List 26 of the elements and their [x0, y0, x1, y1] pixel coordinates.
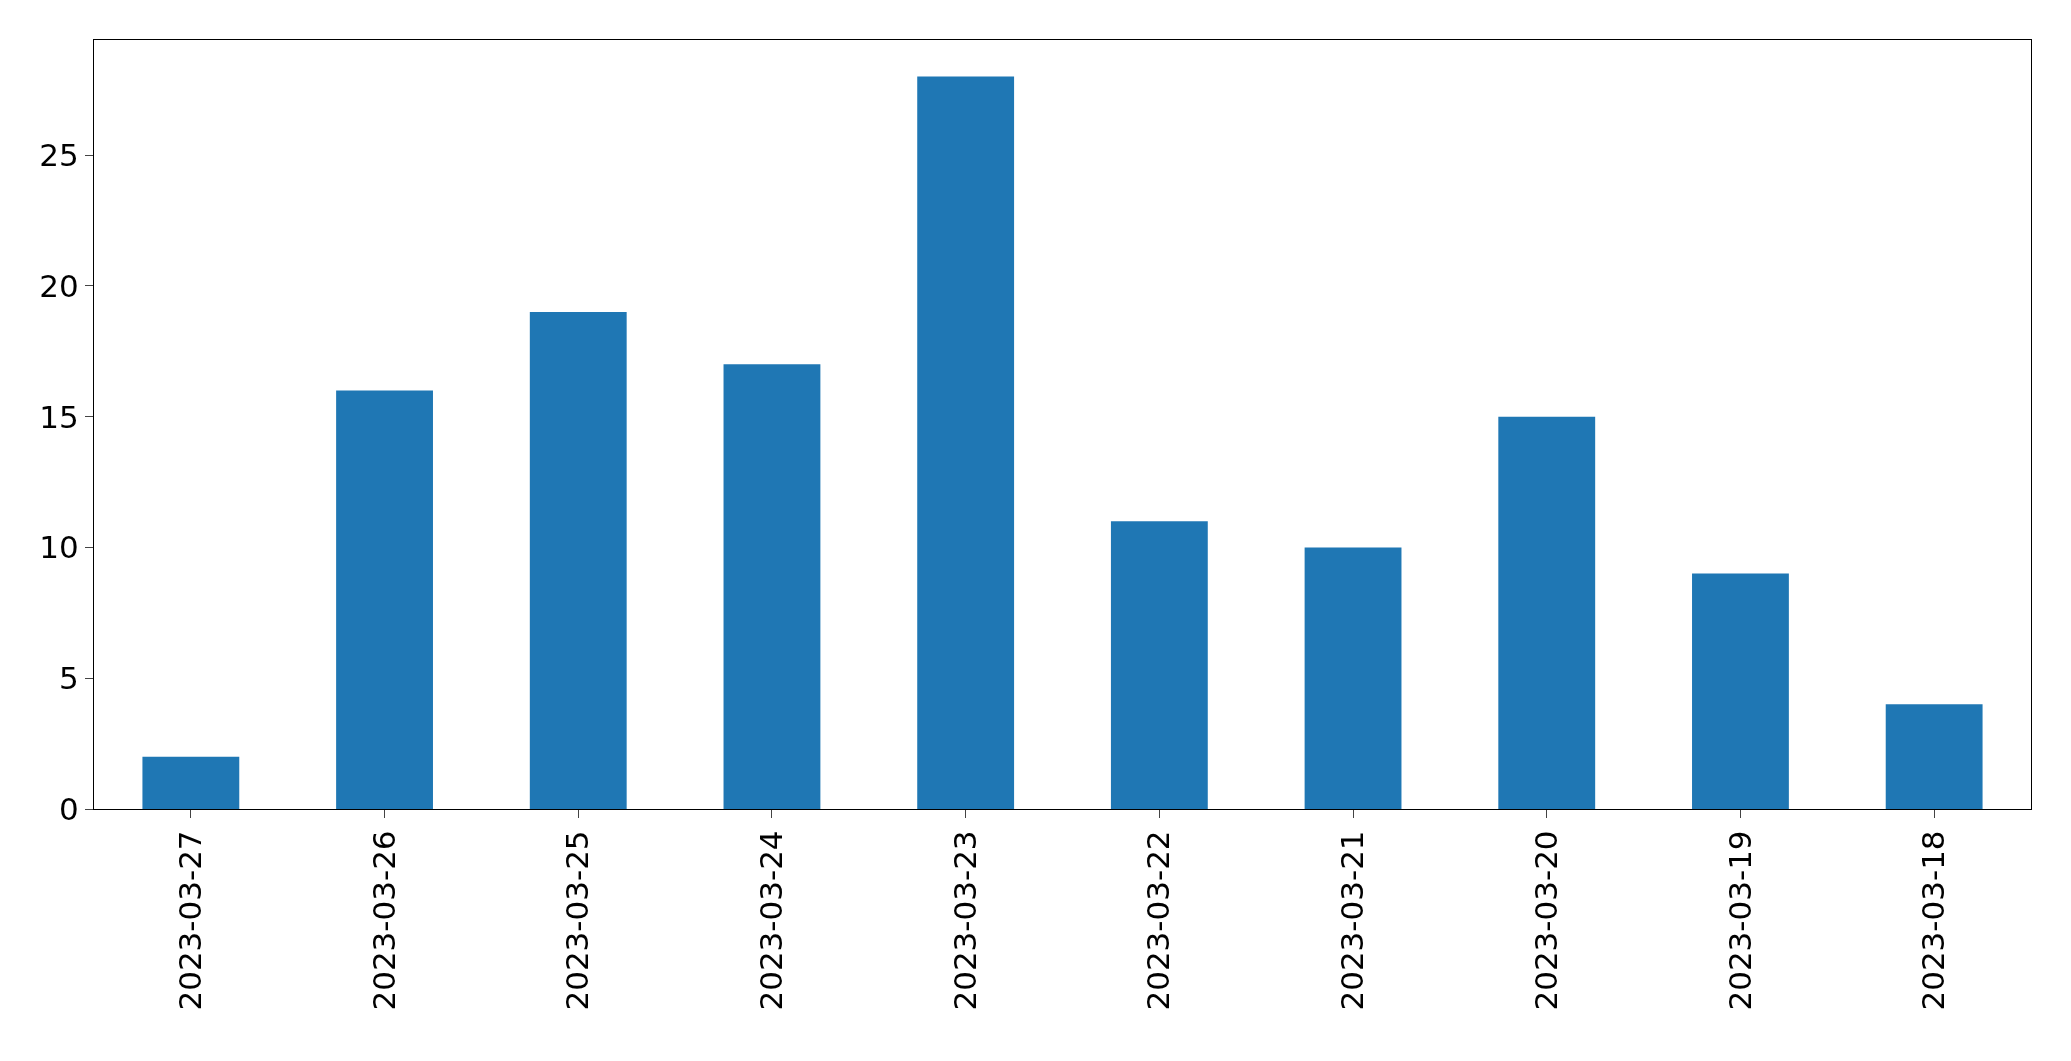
- bar: [917, 76, 1015, 809]
- y-tick-label: 20: [39, 267, 79, 304]
- y-tick-label: 25: [39, 136, 79, 173]
- bar: [723, 364, 821, 809]
- bar: [142, 756, 240, 809]
- x-tick-label: 2023-03-25: [559, 830, 596, 1011]
- bar: [529, 312, 627, 809]
- x-tick-label: 2023-03-19: [1721, 830, 1758, 1011]
- bar: [1110, 521, 1208, 809]
- x-tick-label: 2023-03-23: [946, 830, 983, 1011]
- x-tick-label: 2023-03-22: [1140, 830, 1177, 1011]
- bar: [1498, 416, 1596, 809]
- y-tick-label: 5: [59, 660, 79, 697]
- bar: [1692, 573, 1789, 809]
- bar: [1885, 704, 1983, 809]
- x-tick-label: 2023-03-18: [1915, 830, 1952, 1011]
- y-tick-label: 15: [39, 398, 79, 435]
- bar: [336, 390, 433, 809]
- x-tick-label: 2023-03-27: [171, 830, 208, 1011]
- y-tick-label: 10: [39, 529, 79, 566]
- y-tick-label: 0: [59, 790, 79, 827]
- x-tick-label: 2023-03-26: [365, 830, 402, 1011]
- x-tick-label: 2023-03-20: [1527, 830, 1564, 1011]
- x-tick-label: 2023-03-24: [753, 830, 790, 1011]
- bar: [1304, 547, 1402, 809]
- x-tick-label: 2023-03-21: [1334, 830, 1371, 1011]
